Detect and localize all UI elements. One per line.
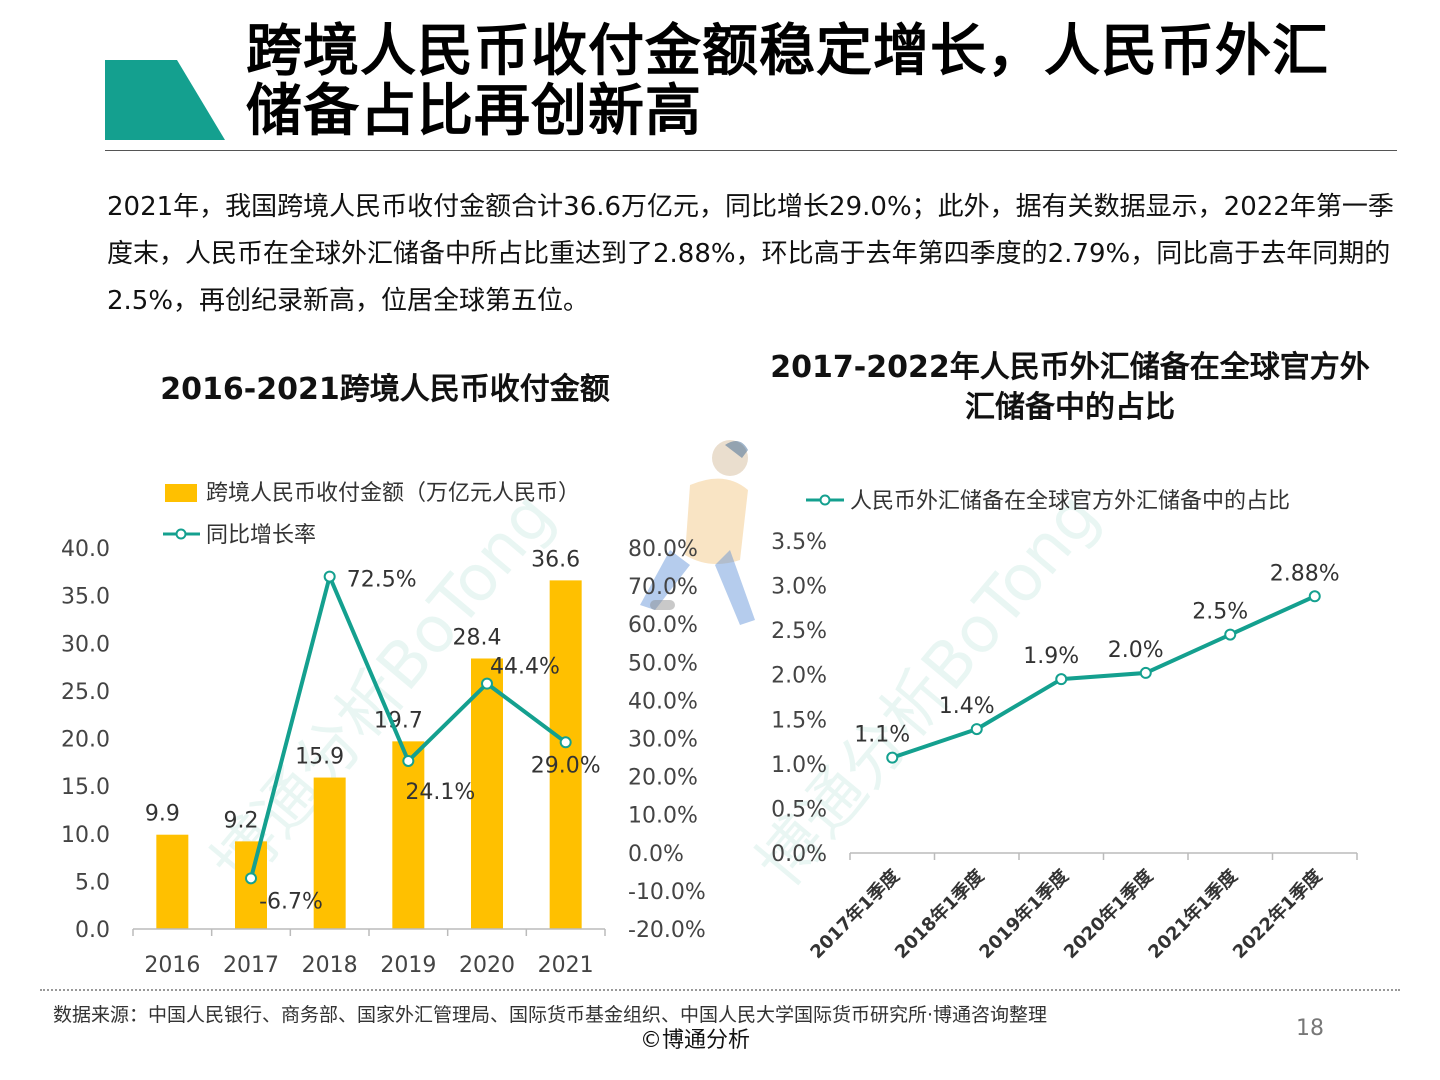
y-left-tick-label: 10.0 (61, 823, 110, 848)
y-tick-label: 1.0% (771, 753, 827, 778)
title-divider (105, 150, 1397, 151)
legend-line-marker (819, 494, 831, 506)
bar-2021 (549, 580, 582, 929)
x-tick-label: 2022年1季度 (1228, 864, 1327, 963)
x-tick-label: 2020 (459, 953, 515, 978)
right-line-chart: 人民币外汇储备在全球官方外汇储备中的占比 0.0% 0.5% 1.0% 1.5% 2.0… (771, 489, 1358, 963)
y-left-tick-label: 35.0 (61, 585, 110, 610)
y-right-tick-label: -20.0% (628, 918, 706, 943)
y-tick-label: 2.0% (771, 664, 827, 689)
bar-value-label: 28.4 (453, 625, 502, 650)
bar-value-label: 19.7 (374, 708, 423, 733)
data-source: 数据来源：中国人民银行、商务部、国家外汇管理局、国际货币基金组织、中国人民大学国… (53, 1004, 1048, 1026)
legend-line-label: 同比增长率 (206, 523, 316, 548)
share-point (1224, 628, 1237, 641)
y-tick-label: 3.5% (771, 530, 827, 555)
share-value-label: 1.9% (1023, 644, 1079, 669)
y-left-tick-label: 0.0 (75, 918, 110, 943)
y-right-tick-label: 0.0% (628, 842, 684, 867)
y-right-tick-label: 80.0% (628, 537, 698, 562)
y-tick-label: 0.0% (771, 842, 827, 867)
left-combo-chart: 跨境人民币收付金额（万亿元人民币） 同比增长率 0.0 5.0 10.0 15.0 20.… (61, 481, 706, 978)
left-chart-title: 2016-2021跨境人民币收付金额 (160, 372, 610, 407)
x-tick-label: 2017 (223, 953, 279, 978)
legend-line-label: 人民币外汇储备在全球官方外汇储备中的占比 (850, 489, 1290, 514)
share-point (1139, 666, 1152, 679)
y-right-tick-label: 50.0% (628, 651, 698, 676)
y-right-tick-label: 20.0% (628, 766, 698, 791)
bar-2020 (471, 658, 503, 929)
y-left-tick-label: 20.0 (61, 728, 110, 753)
growth-rate-point (481, 677, 493, 690)
y-tick-label: 2.5% (771, 619, 827, 644)
bar-2017 (235, 841, 267, 929)
footer-divider (40, 989, 1400, 991)
legend-line-marker (175, 528, 187, 540)
y-right-tick-label: 60.0% (628, 613, 698, 638)
share-point (1055, 673, 1068, 686)
growth-rate-label: -6.7% (259, 889, 323, 914)
share-value-label: 1.4% (939, 694, 995, 719)
page-number: 18 (1296, 1016, 1324, 1041)
share-point (886, 751, 899, 764)
bar-value-label: 9.2 (224, 808, 259, 833)
y-tick-label: 3.0% (771, 575, 827, 600)
share-value-label: 2.88% (1270, 561, 1340, 586)
bar-2016 (156, 834, 189, 929)
x-tick-label: 2021 (538, 953, 594, 978)
y-right-tick-label: 70.0% (628, 575, 698, 600)
page-title: 跨境人民币收付金额稳定增长，人民币外汇储备占比再创新高 (246, 19, 1329, 144)
share-line (891, 594, 1316, 760)
copyright: ©博通分析 (640, 1028, 751, 1053)
y-right-tick-label: 30.0% (628, 728, 698, 753)
bar-2019 (392, 741, 425, 929)
share-value-label: 2.5% (1192, 600, 1248, 625)
intro-paragraph: 2021年，我国跨境人民币收付金额合计36.6万亿元，同比增长29.0%；此外，… (107, 192, 1394, 316)
share-value-label: 1.1% (854, 723, 910, 748)
x-tick-label: 2016 (144, 953, 200, 978)
y-right-tick-label: 40.0% (628, 689, 698, 714)
y-right-tick-label: -10.0% (628, 880, 706, 905)
share-point (970, 723, 983, 736)
growth-rate-label: 24.1% (405, 780, 475, 805)
y-left-tick-label: 5.0 (75, 870, 110, 895)
bar-2018 (313, 777, 346, 929)
legend-bar-swatch (165, 484, 197, 502)
growth-rate-point (402, 754, 415, 767)
y-left-tick-label: 40.0 (61, 537, 110, 562)
share-value-label: 2.0% (1108, 638, 1164, 663)
bar-value-label: 15.9 (295, 745, 344, 770)
y-tick-label: 0.5% (771, 797, 827, 822)
y-tick-label: 1.5% (771, 708, 827, 733)
legend-bar-label: 跨境人民币收付金额（万亿元人民币） (206, 481, 580, 506)
growth-rate-point (323, 570, 336, 583)
y-right-tick-label: 10.0% (628, 804, 698, 829)
right-chart-title: 2017-2022年人民币外汇储备在全球官方外汇储备中的占比 (770, 350, 1370, 425)
bar-value-label: 9.9 (145, 802, 180, 827)
growth-rate-point (245, 872, 257, 885)
share-point (1308, 590, 1321, 603)
y-left-tick-label: 30.0 (61, 632, 110, 657)
title-accent-shape (105, 60, 225, 140)
x-tick-label: 2019 (380, 953, 436, 978)
growth-rate-label: 29.0% (531, 753, 601, 778)
growth-rate-point (559, 736, 572, 749)
growth-rate-label: 72.5% (347, 568, 417, 593)
y-left-tick-label: 15.0 (61, 775, 110, 800)
bar-value-label: 36.6 (531, 547, 580, 572)
y-left-tick-label: 25.0 (61, 680, 110, 705)
growth-rate-label: 44.4% (490, 655, 560, 680)
x-tick-label: 2018 (302, 953, 358, 978)
